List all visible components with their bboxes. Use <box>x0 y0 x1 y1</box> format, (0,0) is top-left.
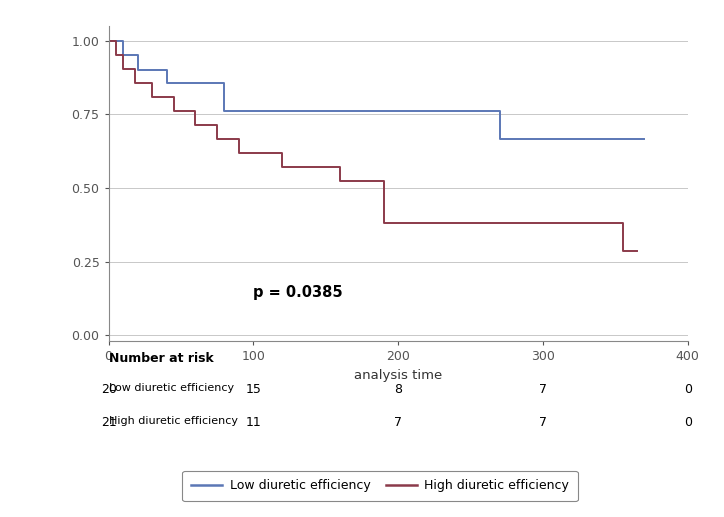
Text: 0: 0 <box>683 383 692 396</box>
Text: 7: 7 <box>394 416 403 429</box>
Text: 15: 15 <box>245 383 261 396</box>
Text: Number at risk: Number at risk <box>109 352 214 364</box>
Text: 0: 0 <box>683 416 692 429</box>
Text: 7: 7 <box>539 416 547 429</box>
Text: 8: 8 <box>394 383 403 396</box>
Legend: Low diuretic efficiency, High diuretic efficiency: Low diuretic efficiency, High diuretic e… <box>182 471 578 501</box>
Text: 7: 7 <box>539 383 547 396</box>
Text: p = 0.0385: p = 0.0385 <box>253 285 343 300</box>
Text: High diuretic efficiency: High diuretic efficiency <box>109 416 237 425</box>
X-axis label: analysis time: analysis time <box>354 369 442 382</box>
Text: 20: 20 <box>101 383 117 396</box>
Text: 21: 21 <box>101 416 117 429</box>
Text: 11: 11 <box>245 416 261 429</box>
Text: Low diuretic efficiency: Low diuretic efficiency <box>109 383 234 392</box>
